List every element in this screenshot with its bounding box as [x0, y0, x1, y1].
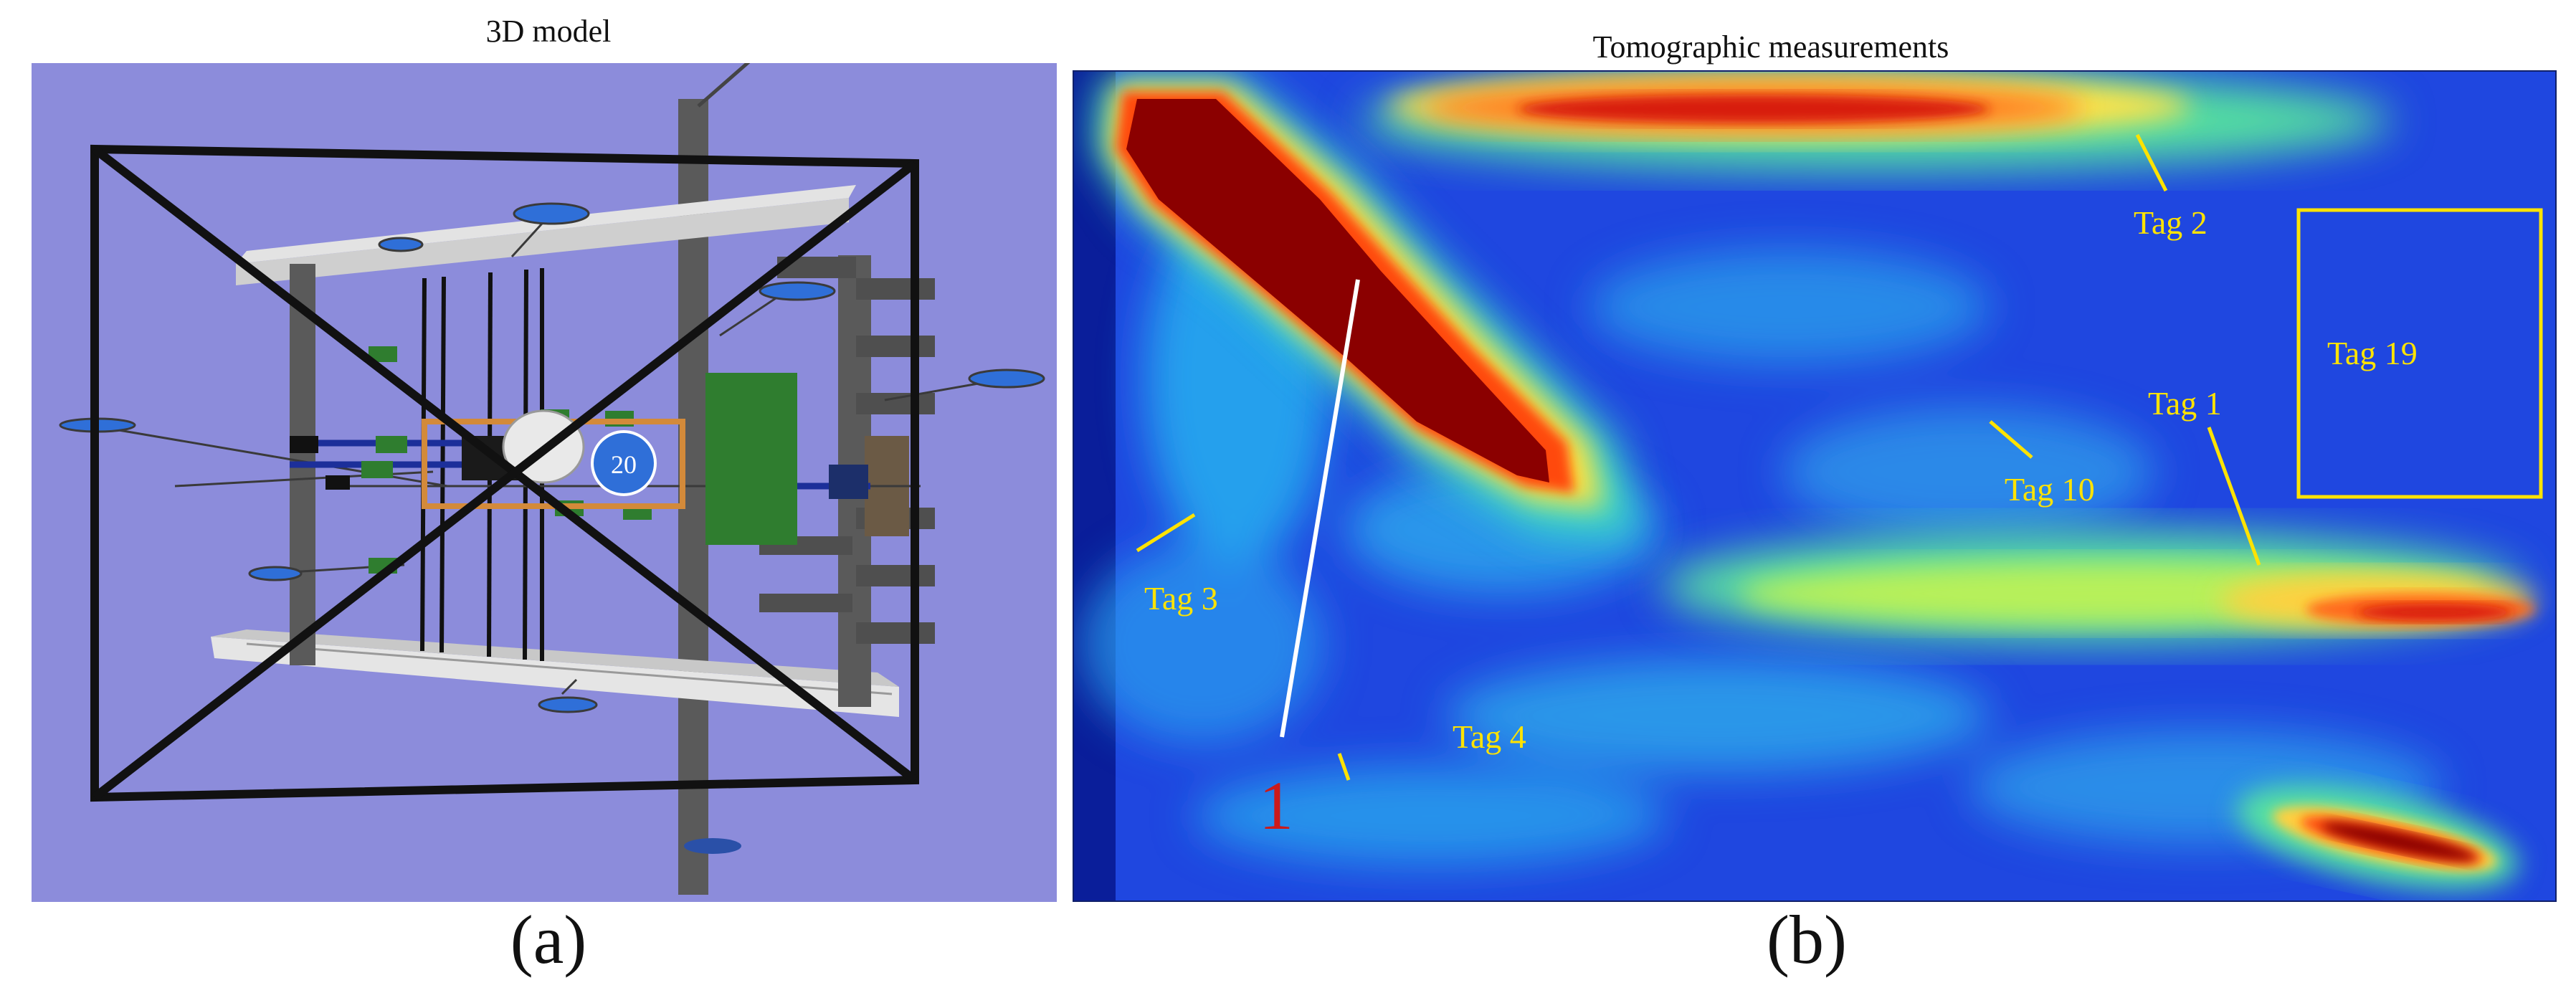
- tag-label-19: Tag 19: [2327, 335, 2418, 371]
- tag-label-2: Tag 2: [2134, 204, 2207, 241]
- tag-19-region: [2296, 208, 2543, 499]
- wireframe-cage: [90, 144, 919, 802]
- tag-label-3: Tag 3: [1144, 580, 1218, 617]
- panel-b-title: Tomographic measurements: [1592, 29, 1949, 65]
- bottom-beam: [211, 629, 899, 717]
- top-band: [1359, 70, 2392, 171]
- tag-pointers: [1136, 133, 2261, 781]
- panel-a-caption: (a): [510, 901, 587, 978]
- tag-label-1: Tag 1: [2148, 385, 2222, 422]
- tag-antennas: [59, 202, 1045, 713]
- middle-band: [1660, 531, 2535, 642]
- panel-b-tomography-map: Tag 2 Tag 19 Tag 1 Tag 10 Tag 3 Tag 4 1: [1073, 70, 2557, 902]
- marker-number: 1: [1259, 767, 1293, 844]
- model-badge: 20: [591, 430, 657, 496]
- green-board: [705, 373, 797, 545]
- tag-label-10: Tag 10: [2005, 471, 2095, 508]
- bottom-right-hotspot: [2236, 786, 2519, 889]
- tag-labels: Tag 2 Tag 19 Tag 1 Tag 10 Tag 3 Tag 4: [1144, 204, 2418, 755]
- panel-b-caption: (b): [1767, 901, 1847, 978]
- panel-a-3d-model: 20: [32, 63, 1057, 902]
- tag-label-4: Tag 4: [1453, 718, 1526, 755]
- white-marker-line: [1280, 279, 1360, 738]
- diagonal-hotspot: [1094, 77, 1639, 536]
- panel-a-title: 3D model: [485, 14, 612, 49]
- model-badge-label: 20: [611, 450, 637, 479]
